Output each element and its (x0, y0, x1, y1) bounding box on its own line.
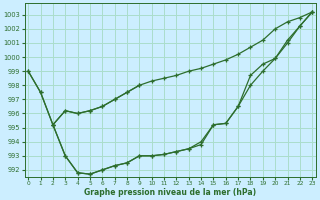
X-axis label: Graphe pression niveau de la mer (hPa): Graphe pression niveau de la mer (hPa) (84, 188, 256, 197)
